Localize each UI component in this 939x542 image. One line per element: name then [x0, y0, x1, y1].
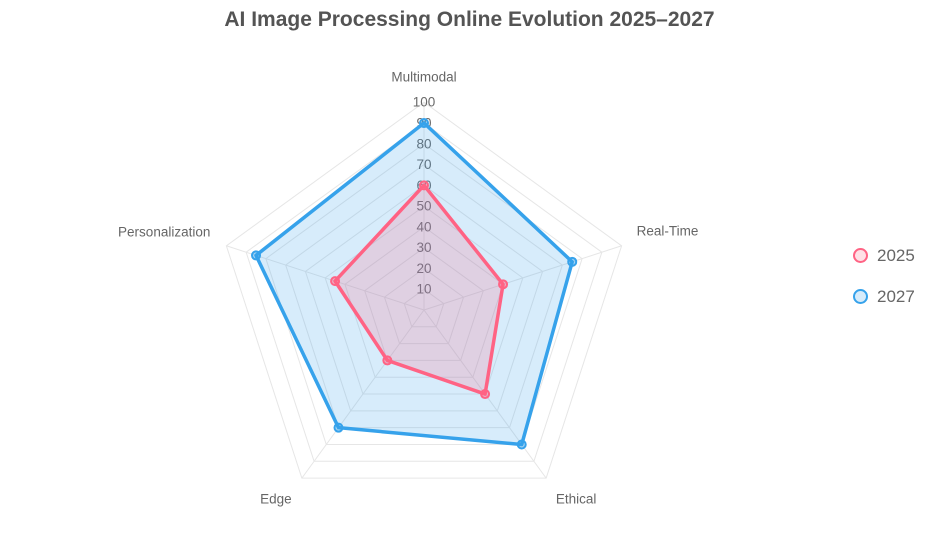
radar-grid-ring	[344, 226, 504, 378]
legend-item-2025[interactable]: 2025	[853, 241, 915, 269]
radar-grid-ring	[364, 247, 484, 361]
r-axis-tick-label: 10	[416, 282, 431, 297]
r-axis-tick-label: 50	[416, 199, 431, 214]
r-axis-tick-label: 100	[413, 95, 436, 110]
radar-grid-ring	[225, 101, 623, 479]
series-2027-point-real-time	[567, 256, 578, 267]
legend-marker-2025-icon	[853, 247, 868, 263]
series-2027-point-edge	[333, 422, 344, 433]
axis-label-real-time: Real-Time	[637, 223, 699, 238]
series-2027-point-ethical	[516, 439, 527, 450]
radar-grid-ring	[383, 267, 465, 345]
axis-label-personalization: Personalization	[118, 224, 210, 239]
r-axis-tick-label: 30	[416, 240, 431, 255]
radar-grid-ring	[245, 122, 603, 462]
legend-label-2025: 2025	[877, 245, 915, 265]
series-2025-point-edge	[382, 355, 393, 366]
legend-marker-2027-icon	[853, 288, 868, 304]
axis-label-multimodal: Multimodal	[391, 70, 456, 85]
radar-grid-ring	[403, 288, 445, 328]
series-2027-point-multimodal	[419, 117, 429, 128]
series-2025-point-personalization	[330, 276, 341, 287]
series-2025-point-real-time	[498, 279, 509, 290]
radar-grid-ring	[304, 184, 544, 412]
r-axis-tick-label: 70	[416, 157, 431, 172]
series-2027-polygon	[254, 121, 574, 447]
legend-label-2027: 2027	[877, 286, 915, 306]
legend-item-2027[interactable]: 2027	[853, 282, 915, 310]
series-2025-polygon	[333, 183, 505, 396]
series-2025-point-multimodal	[419, 180, 429, 191]
r-axis-tick-label: 20	[416, 261, 431, 276]
radar-grid-ring	[265, 143, 583, 445]
series-2025-point-ethical	[480, 389, 491, 400]
radar-grid-ring	[285, 163, 563, 429]
axis-label-edge: Edge	[260, 492, 292, 507]
r-axis-tick-label: 40	[416, 219, 431, 234]
radar-grid-ring	[324, 205, 524, 395]
series-2027-point-personalization	[251, 250, 262, 261]
r-axis-tick-label: 80	[416, 136, 431, 151]
page-title: AI Image Processing Online Evolution 202…	[224, 8, 715, 31]
axis-label-ethical: Ethical	[556, 492, 597, 507]
legend: 2025 2027	[853, 241, 915, 323]
